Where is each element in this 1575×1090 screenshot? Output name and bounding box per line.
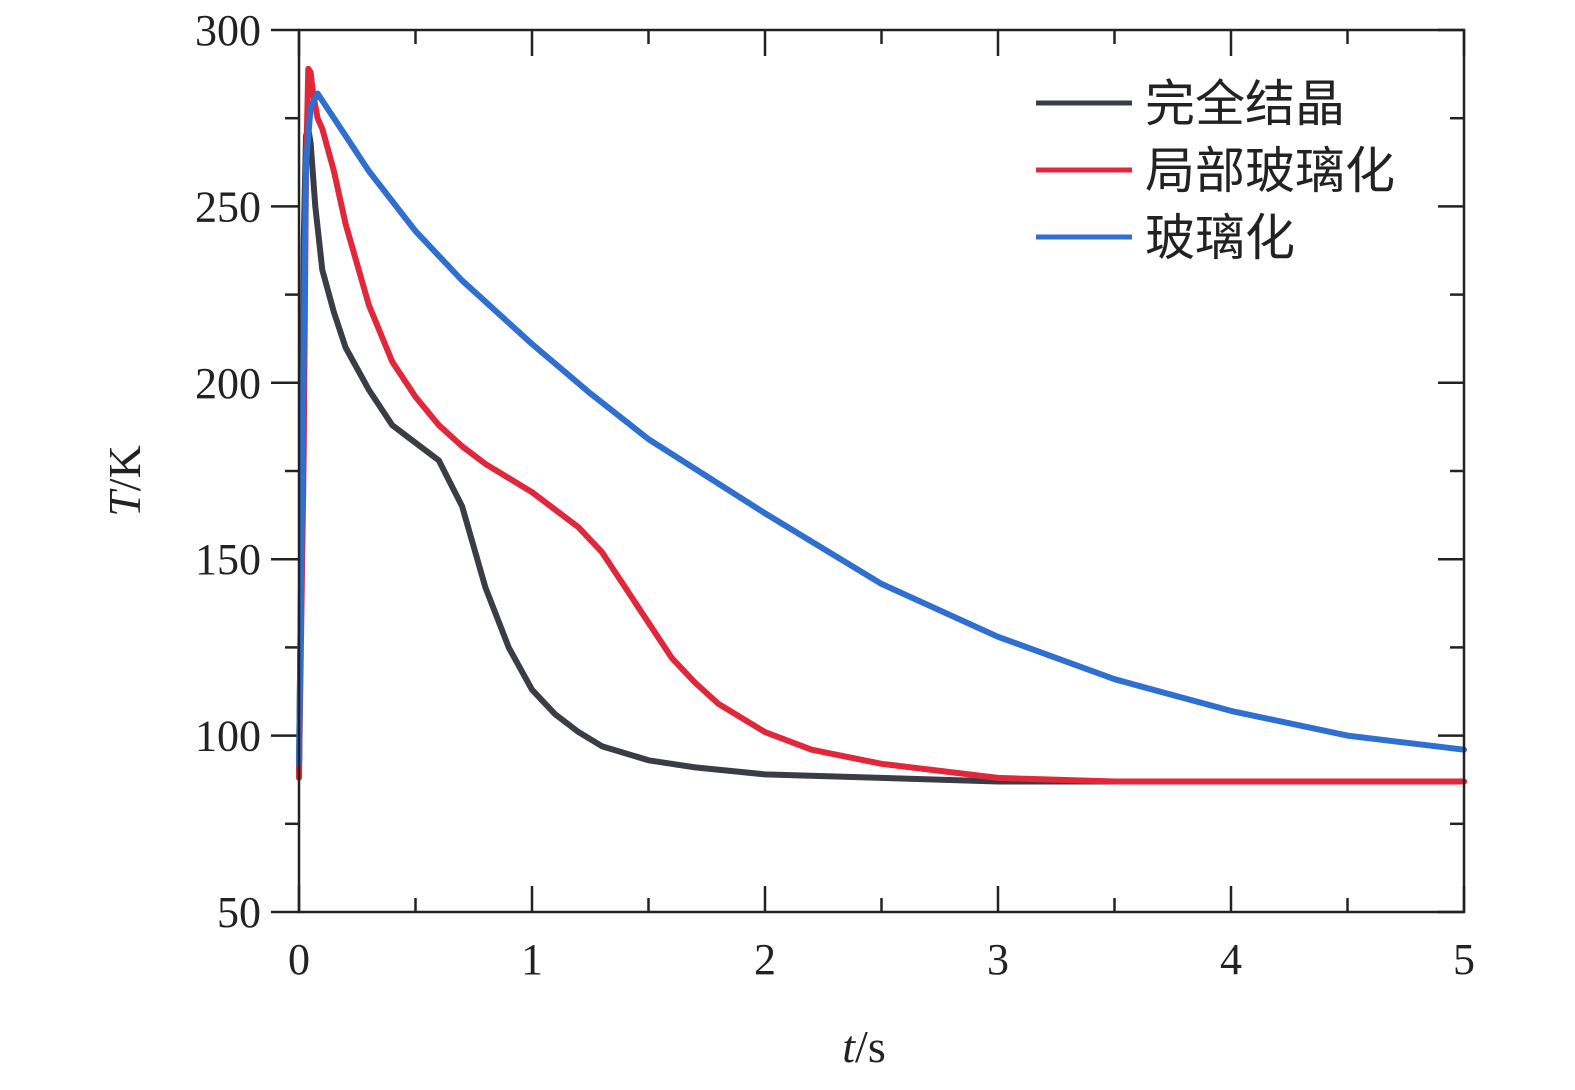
x-tick-label: 5 xyxy=(1453,935,1475,984)
x-tick-label: 1 xyxy=(521,935,543,984)
y-tick-label: 150 xyxy=(195,535,261,584)
legend-label: 完全结晶 xyxy=(1145,75,1345,133)
legend-label: 玻璃化 xyxy=(1145,209,1295,267)
x-axis-var: t xyxy=(842,1021,856,1072)
y-tick-label: 50 xyxy=(217,888,261,937)
plot-frame xyxy=(297,28,1466,914)
series-line-1 xyxy=(296,65,1467,785)
x-tick-label: 2 xyxy=(754,935,776,984)
y-axis-unit: /K xyxy=(99,445,150,491)
x-tick-label: 0 xyxy=(288,935,310,984)
y-axis-var: T xyxy=(99,488,150,517)
y-axis-title: T/K xyxy=(99,445,150,517)
series-line-2 xyxy=(296,90,1467,767)
x-axis-title: t/s xyxy=(842,1021,885,1072)
tick-labels: 0 1 2 3 4 5 50 100 150 200 250 300 xyxy=(195,6,1475,984)
y-tick-label: 100 xyxy=(195,712,261,761)
y-tick-label: 300 xyxy=(195,6,261,55)
y-tick-label: 250 xyxy=(195,182,261,231)
x-tick-label: 3 xyxy=(987,935,1009,984)
legend-label: 局部玻璃化 xyxy=(1145,142,1395,200)
x-tick-label: 4 xyxy=(1220,935,1242,984)
x-axis-unit: /s xyxy=(855,1021,886,1072)
y-tick-label: 200 xyxy=(195,359,261,408)
series-layer xyxy=(296,65,1467,785)
